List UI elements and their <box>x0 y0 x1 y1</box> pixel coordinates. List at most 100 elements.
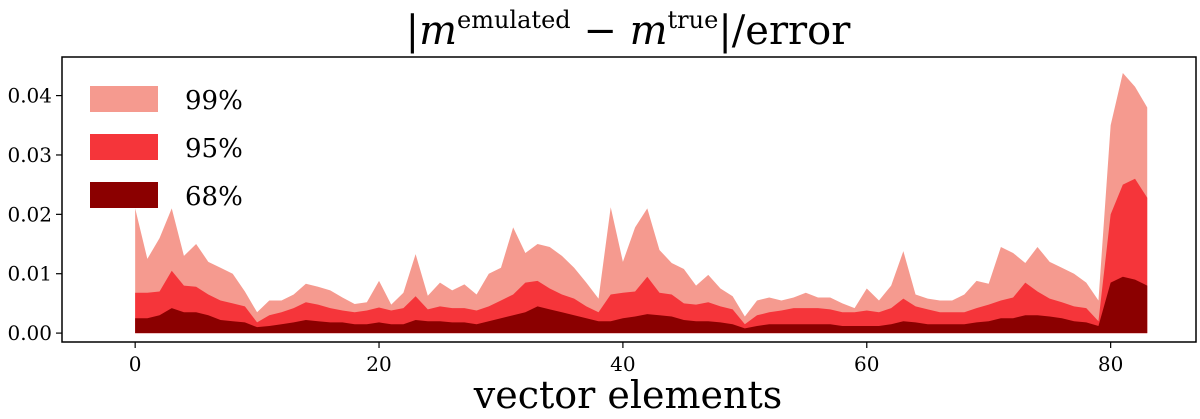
data-point <box>670 262 672 264</box>
data-point <box>256 311 258 313</box>
y-tick-label: 0.02 <box>7 202 52 226</box>
x-axis-label: vector elements <box>473 373 783 415</box>
ticks-layer: 0 20 40 60 80 0.00 0.01 0.02 0.03 0.04 <box>7 84 1123 376</box>
data-point <box>280 311 282 313</box>
data-point <box>1024 262 1026 264</box>
data-point <box>829 308 831 310</box>
data-point <box>1012 317 1014 319</box>
data-point <box>634 290 636 292</box>
data-point <box>500 317 502 319</box>
data-point <box>866 325 868 327</box>
data-point <box>390 323 392 325</box>
data-point <box>134 317 136 319</box>
data-point <box>1097 299 1099 301</box>
data-point <box>622 317 624 319</box>
data-point <box>573 267 575 269</box>
data-point <box>536 280 538 282</box>
data-point <box>988 303 990 305</box>
data-point <box>475 323 477 325</box>
legend-label: 68% <box>185 182 243 212</box>
data-point <box>841 325 843 327</box>
data-point <box>549 246 551 248</box>
data-point <box>171 270 173 272</box>
data-point <box>975 280 977 282</box>
data-point <box>841 302 843 304</box>
data-point <box>414 253 416 255</box>
data-point <box>549 308 551 310</box>
data-point <box>695 303 697 305</box>
data-point <box>1109 281 1111 283</box>
data-point <box>341 309 343 311</box>
data-point <box>939 323 941 325</box>
data-point <box>475 293 477 295</box>
data-point <box>536 243 538 245</box>
data-point <box>549 287 551 289</box>
data-point <box>524 252 526 254</box>
data-point <box>1085 281 1087 283</box>
title-m2: m <box>630 8 668 54</box>
data-point <box>963 311 965 313</box>
data-point <box>451 307 453 309</box>
data-point <box>134 292 136 294</box>
data-point <box>853 307 855 309</box>
data-point <box>914 321 916 323</box>
data-point <box>195 286 197 288</box>
data-point <box>731 323 733 325</box>
data-point <box>951 299 953 301</box>
data-point <box>890 323 892 325</box>
x-tick-label: 60 <box>854 352 879 376</box>
data-point <box>756 325 758 327</box>
data-point <box>939 311 941 313</box>
data-point <box>536 305 538 307</box>
data-point <box>792 307 794 309</box>
data-point <box>695 284 697 286</box>
data-point <box>195 243 197 245</box>
x-tick-label: 40 <box>610 352 635 376</box>
data-point <box>219 319 221 321</box>
data-point <box>890 307 892 309</box>
data-point <box>817 323 819 325</box>
data-point <box>439 305 441 307</box>
data-point <box>902 297 904 299</box>
data-point <box>414 295 416 297</box>
data-point <box>1097 325 1099 327</box>
data-point <box>707 301 709 303</box>
data-point <box>780 299 782 301</box>
data-point <box>719 321 721 323</box>
data-point <box>610 320 612 322</box>
data-point <box>207 293 209 295</box>
x-tick-label: 20 <box>366 352 391 376</box>
data-point <box>573 314 575 316</box>
data-point <box>1073 273 1075 275</box>
data-point <box>451 289 453 291</box>
data-point <box>317 303 319 305</box>
data-point <box>719 287 721 289</box>
legend-label: 99% <box>185 86 243 116</box>
y-tick-label: 0.03 <box>7 143 52 167</box>
data-point <box>731 308 733 310</box>
data-point <box>597 320 599 322</box>
data-point <box>366 323 368 325</box>
data-point <box>292 293 294 295</box>
data-point <box>427 320 429 322</box>
data-point <box>317 286 319 288</box>
data-point <box>390 309 392 311</box>
data-point <box>622 292 624 294</box>
data-point <box>268 314 270 316</box>
data-point <box>305 319 307 321</box>
data-point <box>683 319 685 321</box>
data-point <box>475 309 477 311</box>
data-point <box>634 226 636 228</box>
data-point <box>232 302 234 304</box>
data-point <box>927 297 929 299</box>
data-point <box>244 321 246 323</box>
data-point <box>756 314 758 316</box>
data-point <box>683 268 685 270</box>
data-point <box>561 255 563 257</box>
data-point <box>353 303 355 305</box>
data-point <box>1000 246 1002 248</box>
data-point <box>853 325 855 327</box>
title-minus: − <box>571 8 630 54</box>
data-point <box>207 261 209 263</box>
